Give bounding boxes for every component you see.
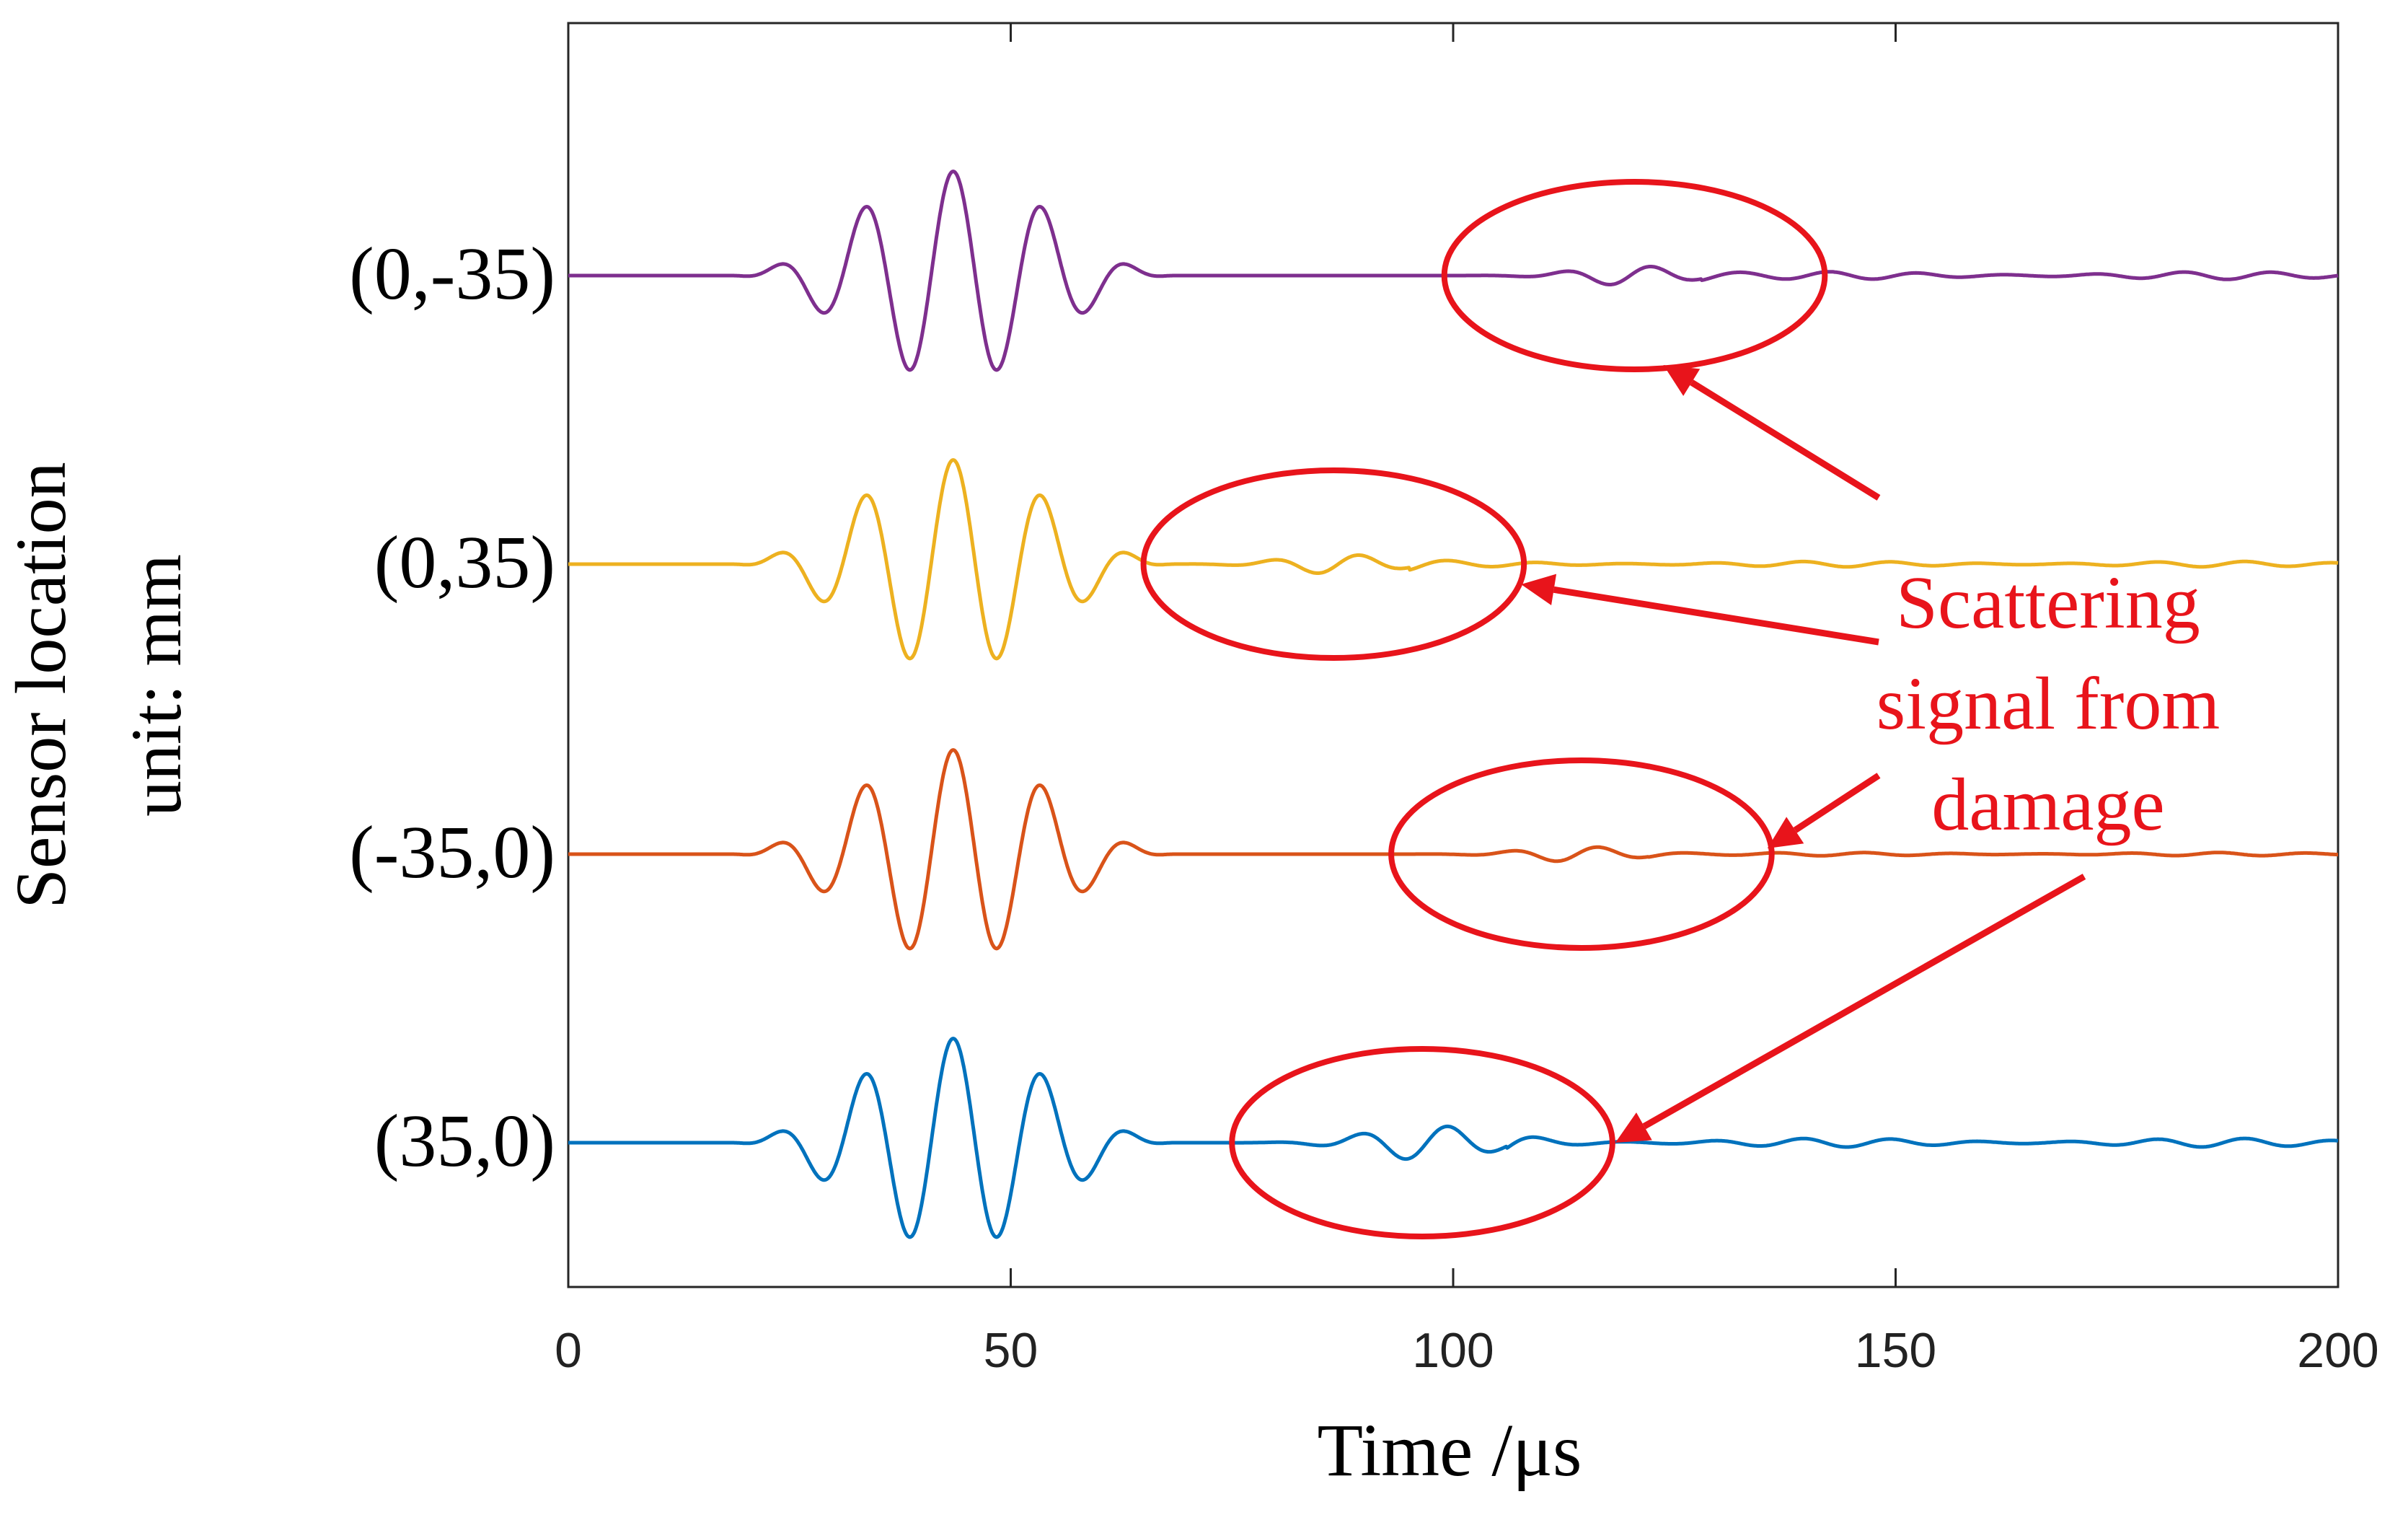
y-axis-title-line-1: Sensor location xyxy=(1,462,81,908)
plot-area-frame xyxy=(567,22,2339,1288)
y-axis-title-line-2: unit: mm xyxy=(116,554,196,817)
annotation-arrow-shaft-3 xyxy=(1642,874,2086,1130)
annotation-text-line-1: Scattering xyxy=(1896,561,2200,644)
series-layer xyxy=(567,170,2339,1239)
x-tick-label: 150 xyxy=(1855,1323,1936,1378)
series-line-1 xyxy=(567,458,2339,661)
annotation-arrow-shaft-2 xyxy=(1793,773,1881,833)
series-label-2: (-35,0) xyxy=(349,811,555,894)
annotation-arrow-head-1 xyxy=(1521,574,1557,606)
x-tick-label: 200 xyxy=(2297,1323,2378,1378)
x-axis-ticks: 0 50 100 150 200 xyxy=(555,23,2379,1378)
annotation-text-line-2: signal from xyxy=(1876,662,2220,745)
annotation-arrow-shaft-1 xyxy=(1553,586,1879,646)
annotation-arrow-head-2 xyxy=(1767,817,1804,848)
highlight-ellipses xyxy=(1140,179,1828,1239)
series-labels: (0,-35) (0,35) (-35,0) (35,0) xyxy=(349,232,555,1182)
x-tick-label: 0 xyxy=(555,1323,582,1378)
annotation-arrows xyxy=(1521,365,2086,1143)
annotation-arrow-shaft-0 xyxy=(1690,379,1881,501)
series-line-2 xyxy=(567,748,2339,951)
highlight-ellipse-1 xyxy=(1140,467,1527,661)
x-axis-title: Time /μs xyxy=(1318,1409,1582,1492)
annotation-arrow-head-3 xyxy=(1615,1112,1652,1143)
highlight-ellipse-3 xyxy=(1229,1046,1615,1239)
x-tick-label: 100 xyxy=(1412,1323,1494,1378)
series-line-0 xyxy=(567,170,2339,372)
series-label-3: (35,0) xyxy=(374,1099,555,1182)
highlight-ellipse-0 xyxy=(1441,179,1828,372)
annotation-arrow-head-0 xyxy=(1663,365,1701,396)
series-label-1: (0,35) xyxy=(374,521,555,604)
x-tick-label: 50 xyxy=(984,1323,1038,1378)
annotation-text-line-3: damage xyxy=(1931,763,2164,846)
series-label-0: (0,-35) xyxy=(349,232,555,315)
highlight-ellipse-2 xyxy=(1388,757,1775,951)
series-line-3 xyxy=(567,1037,2339,1239)
